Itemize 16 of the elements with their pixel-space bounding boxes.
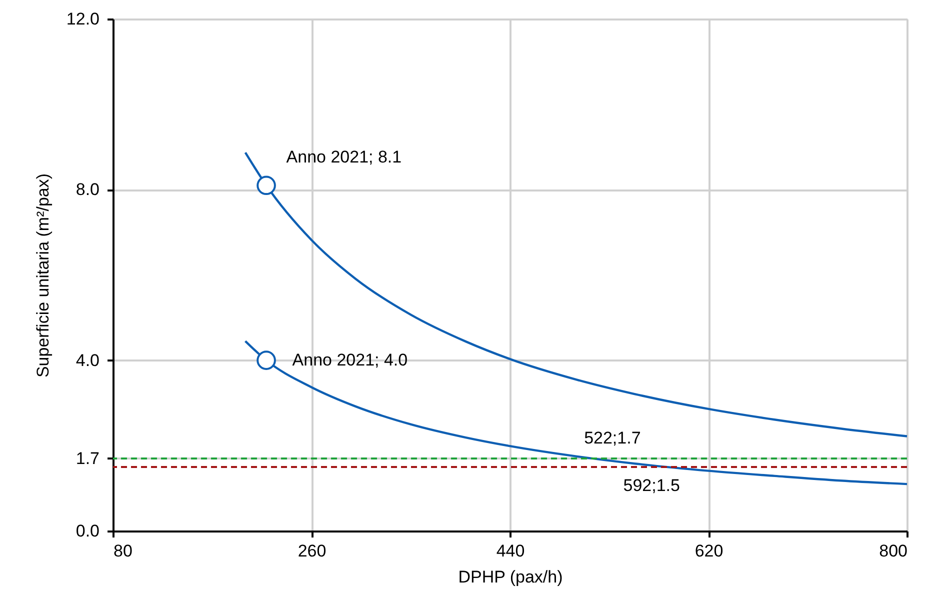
annotation: Anno 2021; 4.0	[292, 350, 408, 370]
y-tick-label: 4.0	[76, 350, 100, 370]
annotation: 522;1.7	[584, 428, 641, 448]
y-tick-label: 8.0	[76, 180, 100, 200]
annotation: 592;1.5	[623, 476, 680, 495]
annotation: Anno 2021; 8.1	[286, 147, 402, 166]
x-axis-title: DPHP (pax/h)	[458, 568, 563, 586]
x-tick-label: 80	[114, 542, 132, 560]
y-tick-label: 1.7	[76, 448, 100, 468]
x-tick-label: 800	[879, 542, 908, 560]
x-tick-label: 440	[496, 542, 525, 560]
y-tick-label: 0.0	[76, 522, 100, 540]
y-tick-label: 12.0	[66, 10, 100, 28]
x-tick-label: 260	[298, 542, 326, 560]
y-axis-title: Superficie unitaria (m²/pax)	[33, 173, 52, 378]
x-tick-label: 620	[694, 542, 724, 560]
